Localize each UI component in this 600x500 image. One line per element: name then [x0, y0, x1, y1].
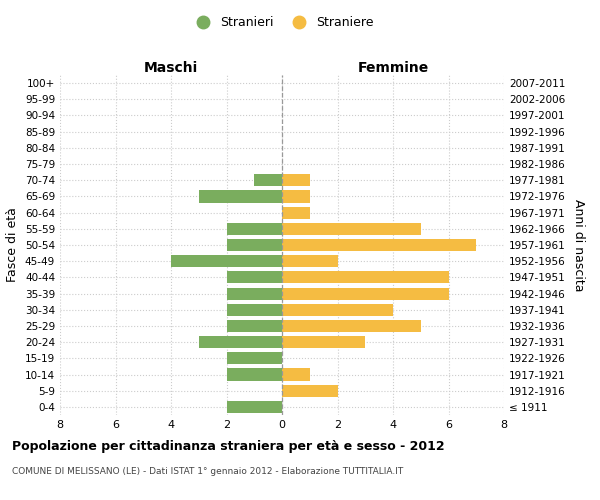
Bar: [282, 320, 421, 332]
Text: Femmine: Femmine: [358, 61, 428, 75]
Bar: [282, 174, 310, 186]
Legend: Stranieri, Straniere: Stranieri, Straniere: [185, 11, 379, 34]
Bar: [227, 401, 282, 413]
Bar: [282, 304, 393, 316]
Bar: [282, 255, 337, 268]
Bar: [282, 239, 476, 251]
Bar: [282, 368, 310, 380]
Bar: [227, 239, 282, 251]
Bar: [282, 288, 449, 300]
Bar: [254, 174, 282, 186]
Text: COMUNE DI MELISSANO (LE) - Dati ISTAT 1° gennaio 2012 - Elaborazione TUTTITALIA.: COMUNE DI MELISSANO (LE) - Dati ISTAT 1°…: [12, 468, 403, 476]
Bar: [227, 352, 282, 364]
Bar: [227, 304, 282, 316]
Bar: [282, 190, 310, 202]
Bar: [282, 206, 310, 218]
Bar: [227, 320, 282, 332]
Bar: [227, 368, 282, 380]
Bar: [199, 336, 282, 348]
Bar: [227, 288, 282, 300]
Y-axis label: Fasce di età: Fasce di età: [7, 208, 19, 282]
Text: Popolazione per cittadinanza straniera per età e sesso - 2012: Popolazione per cittadinanza straniera p…: [12, 440, 445, 453]
Bar: [282, 336, 365, 348]
Text: Maschi: Maschi: [144, 61, 198, 75]
Bar: [282, 384, 337, 397]
Bar: [282, 272, 449, 283]
Bar: [171, 255, 282, 268]
Bar: [227, 222, 282, 235]
Bar: [199, 190, 282, 202]
Bar: [282, 222, 421, 235]
Y-axis label: Anni di nascita: Anni di nascita: [572, 198, 585, 291]
Bar: [227, 272, 282, 283]
